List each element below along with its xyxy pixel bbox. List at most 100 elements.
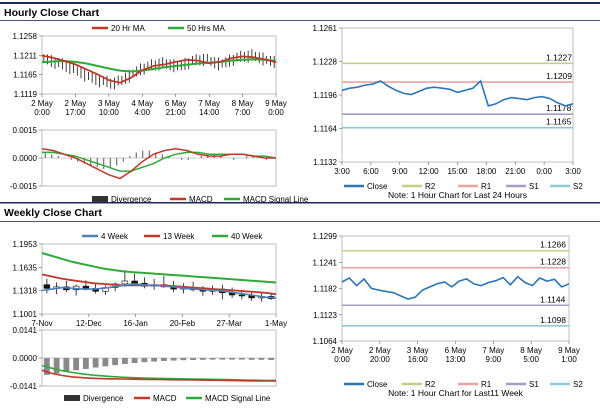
wk40-line [41,252,277,284]
divergence-bar [219,358,226,360]
y-tick-label: 1.1228 [313,58,338,67]
legend-swatch [92,196,108,202]
plot-frame [41,243,277,315]
legend-label: 4 Week [101,232,129,241]
legend-label: S2 [573,380,583,389]
candle-body [131,280,138,284]
x-tick-label: 2 May 20:00 [369,346,391,364]
hourly-price-chart: 20 Hr MA 50 Hrs MA 1.1258 1.1211 1.1165 1.111… [13,24,287,117]
y-tick-label: 0.0141 [13,326,38,335]
legend-label: MACD Signal Line [243,195,309,204]
x-tick-label: 3:00 [334,167,350,176]
x-tick-label: 27-Mar [217,319,243,328]
macd-line [41,369,276,382]
legend-label: MACD Signal Line [205,394,271,403]
level-label: 1.1098 [540,315,566,325]
y-tick-label: 1.1123 [313,311,337,320]
section-bar [0,202,600,204]
x-tick-label: 15:00 [447,167,468,176]
legend-label: 50 Hrs MA [187,24,225,33]
legend-label: S2 [573,182,583,191]
x-tick-label: 16-Jan [123,319,147,328]
x-tick-label: 9 May 1:00 [558,346,580,364]
y-tick-label: 0.0015 [13,126,38,135]
x-tick-label: 6 May 13:00 [445,346,467,364]
weekly-section-header: Weekly Close Chart [0,202,600,222]
x-tick-label: 6:00 [363,167,379,176]
level-label: 1.1228 [540,257,566,267]
wk13-line [41,273,277,296]
y-tick-label: 1.1182 [313,285,337,294]
legend-label: S1 [529,182,539,191]
x-tick-label: 2 May 17:00 [65,99,87,117]
hourly-levels-chart: 1.1261 1.1228 1.1196 1.1164 1.1132 1.1227 1.12… [313,24,584,200]
signal-line [42,151,277,172]
divergence-bar [180,358,187,361]
divergence-bar [141,358,148,363]
legend-label: MACD [189,195,213,204]
candle-body [121,280,129,285]
section-underline [0,221,600,222]
divergence-bar [199,358,206,360]
y-tick-label: 1.1635 [13,263,38,272]
legend-label: MACD [153,394,177,403]
weekly-section-title: Weekly Close Chart [4,207,102,219]
x-tick-label: 7-Nov [31,319,52,328]
divergence-bar [131,358,138,363]
y-tick-label: 1.1164 [313,125,337,134]
x-tick-label: 18:00 [476,167,497,176]
divergence-bar [121,358,128,364]
section-bar [0,2,600,4]
divergence-bar [102,358,109,367]
close-line [341,79,574,107]
legend-label: R1 [481,182,492,191]
weekly-price-chart: 4 Week 13 Week 40 Week 1.1953 1.1635 1.1318 1.… [13,232,288,328]
divergence-bar [248,358,255,360]
divergence-bar [229,358,236,360]
macd-line [41,147,276,180]
y-tick-label: -0.0015 [10,182,38,191]
x-tick-label: 12:00 [419,167,440,176]
legend-label: R2 [425,380,436,389]
y-tick-label: 1.1196 [313,91,337,100]
legend-label: Divergence [83,394,124,403]
x-tick-label: 3 May 16:00 [407,346,429,364]
y-tick-label: 1.1119 [14,90,38,99]
y-tick-label: -0.0141 [10,382,38,391]
x-tick-label: 2 May 0:00 [31,99,53,117]
divergence-bar [160,358,167,361]
ma50-line [41,58,277,73]
note-text: Note: 1 Hour Chart for Last11 Week [388,388,524,398]
plot-frame [341,27,574,163]
y-tick-label: 1.1299 [313,232,338,241]
legend-label: 40 Week [231,232,263,241]
x-tick-label: 7 May 9:00 [482,346,504,364]
x-tick-label: 4 May 4:00 [131,99,153,117]
y-tick-label: 0.0000 [13,154,38,163]
close-line [341,275,570,300]
divergence-bar [151,358,158,362]
x-tick-label: 7 May 14:00 [198,99,220,117]
y-tick-label: 1.1953 [13,240,38,249]
divergence-bar [268,358,275,360]
divergence-bar [63,358,70,372]
section-underline [0,20,600,21]
divergence-bar [209,358,216,360]
legend-label: S1 [529,380,539,389]
y-tick-label: 1.1318 [13,287,38,296]
legend-swatch [64,395,80,401]
y-tick-label: 1.1241 [313,258,338,267]
x-tick-label: 12-Dec [76,319,102,328]
plot-frame [41,35,277,95]
level-label: 1.1227 [546,52,572,62]
x-tick-label: 9:00 [392,167,408,176]
y-tick-label: 0.0000 [13,354,38,363]
divergence-bar [190,358,197,360]
x-tick-label: 20-Feb [170,319,196,328]
note-text: Note: 1 Hour Chart for Last 24 Hours [388,190,527,200]
weekly-macd-chart: 0.0141 0.0000 -0.0141 Divergence MACD MACD Si… [10,326,277,403]
y-tick-label: 1.1261 [313,24,338,33]
x-tick-label: 2 May 0:00 [331,346,353,364]
x-tick-label: 9 May 0:00 [265,99,287,117]
